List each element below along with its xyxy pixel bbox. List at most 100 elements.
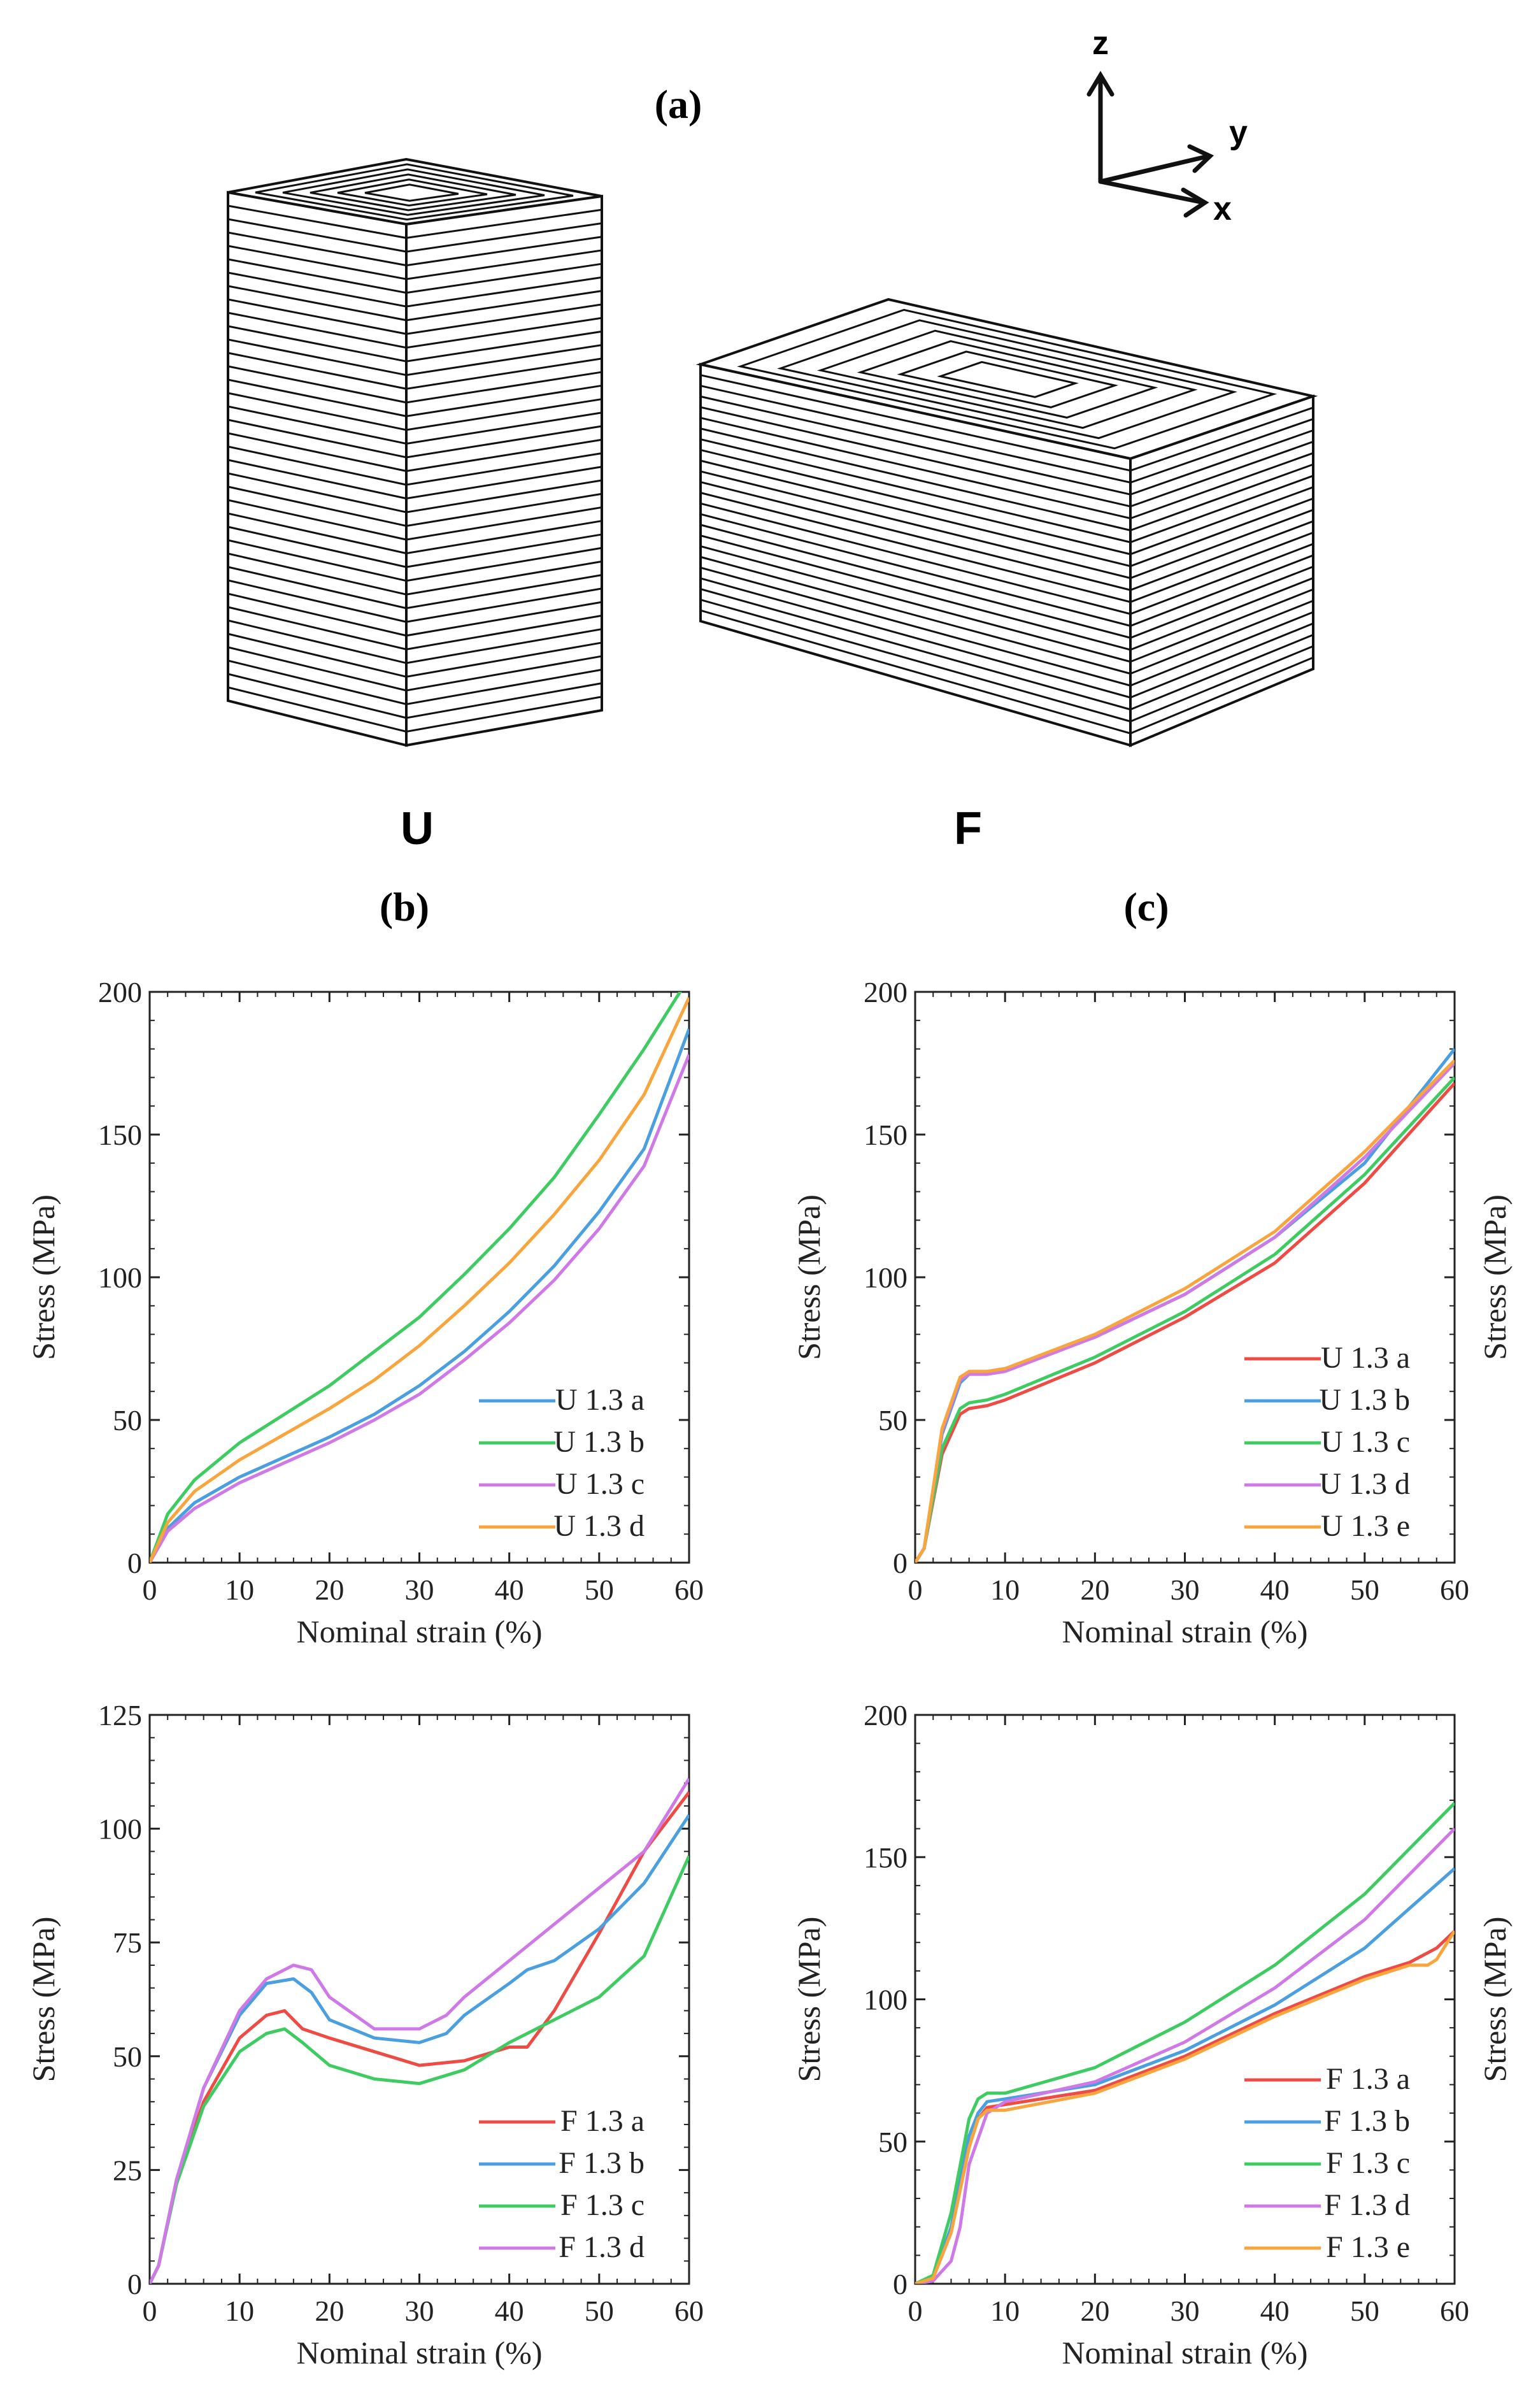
x-tick-label: 40: [1260, 1573, 1290, 1606]
axes-triad: [1086, 71, 1214, 218]
block-layer-line: [700, 555, 1314, 675]
block-layer-line: [227, 459, 602, 500]
legend-label: U 1.3 d: [553, 1509, 644, 1543]
block-layer-line: [227, 526, 602, 568]
x-tick-label: 20: [1080, 2295, 1109, 2327]
panel-label-c: (c): [1123, 884, 1169, 929]
legend-label: F 1.3 e: [1326, 2230, 1410, 2264]
block-top-ring: [897, 350, 1119, 408]
x-tick-label: 0: [143, 1573, 157, 1606]
block-layer-line: [700, 470, 1314, 580]
x-axis-label: Nominal strain (%): [1062, 1614, 1307, 1649]
axis-label-y: y: [1229, 114, 1248, 151]
block-right-face: [1129, 394, 1314, 748]
block-top-ring: [255, 163, 574, 221]
chart-c-top: 0 10 20 30 40 50 60 0 50 100 150 200 Nominal strain …: [791, 976, 1513, 1649]
series-line-2: [915, 1867, 1455, 2284]
block-layer-line: [700, 609, 1314, 735]
x-tick-label: 60: [674, 1573, 704, 1606]
block-layer-line: [227, 566, 602, 610]
legend-label: F 1.3 c: [1326, 2146, 1410, 2180]
block-layer-line: [700, 448, 1314, 555]
block-layer-line: [227, 512, 602, 555]
block-layer-line: [227, 312, 602, 349]
block-top-ring: [857, 340, 1158, 419]
y-tick-label: 50: [113, 1404, 142, 1437]
block-layer-line: [700, 598, 1314, 723]
y-axis-label: Stress (MPa): [791, 1194, 827, 1360]
block-layer-line: [227, 245, 602, 280]
block-layer-line: [227, 592, 602, 637]
block-layer-line: [700, 588, 1314, 711]
x-tick-label: 40: [495, 1573, 524, 1606]
block-layer-line: [700, 566, 1314, 687]
legend-label: F 1.3 b: [559, 2146, 644, 2180]
y-tick-label: 50: [878, 2126, 908, 2158]
x-axis-label: Nominal strain (%): [296, 1614, 542, 1649]
block-top-ring: [364, 183, 459, 202]
block-layer-line: [700, 524, 1314, 639]
y-tick-label: 150: [864, 1841, 908, 1874]
block-layer-line: [700, 417, 1314, 520]
legend-label: U 1.3 e: [1321, 1509, 1410, 1543]
legend-label: F 1.3 a: [560, 2104, 644, 2138]
block-layer-line: [227, 686, 602, 733]
sample-block-u: [227, 157, 603, 747]
block-layer-line: [227, 646, 602, 692]
y-tick-label: 150: [864, 1119, 908, 1151]
legend-label: F 1.3 d: [559, 2230, 644, 2264]
x-tick-label: 20: [1080, 1573, 1109, 1606]
block-layer-line: [227, 419, 602, 459]
y-tick-label: 50: [878, 1404, 908, 1437]
x-tick-label: 10: [990, 2295, 1020, 2327]
y-tick-label: 25: [113, 2154, 142, 2186]
block-layer-line: [227, 218, 602, 253]
block-layer-line: [700, 481, 1314, 591]
x-tick-label: 30: [1171, 1573, 1200, 1606]
x-tick-label: 0: [908, 2295, 923, 2327]
y-tick-label: 100: [98, 1813, 142, 1845]
block-layer-line: [227, 445, 602, 486]
block-layer-line: [227, 392, 602, 431]
y-tick-label: 100: [864, 1261, 908, 1294]
y-tick-label: 75: [113, 1926, 142, 1959]
sample-label-f: F: [954, 803, 982, 854]
block-layer-line: [227, 298, 602, 335]
legend-label: F 1.3 c: [560, 2188, 644, 2222]
y-tick-label: 200: [864, 1699, 908, 1731]
x-tick-label: 60: [1440, 1573, 1469, 1606]
block-layer-line: [227, 365, 602, 404]
block-layer-line: [700, 492, 1314, 603]
block-layer-line: [700, 513, 1314, 627]
block-layer-line: [227, 432, 602, 472]
block-layer-line: [227, 352, 602, 390]
y-tick-label: 200: [98, 976, 142, 1008]
block-layer-line: [227, 485, 602, 527]
block-top-ring: [282, 168, 545, 216]
series-line-4: [150, 996, 689, 1563]
panel-label-b: (b): [380, 884, 429, 929]
x-tick-label: 40: [495, 2295, 524, 2327]
block-top-ring: [737, 308, 1278, 450]
x-tick-label: 30: [1171, 2295, 1200, 2327]
x-tick-label: 40: [1260, 2295, 1290, 2327]
block-layer-line: [227, 673, 602, 719]
legend-label: U 1.3 a: [555, 1383, 644, 1417]
x-tick-label: 0: [143, 2295, 157, 2327]
block-layer-line: [227, 633, 602, 678]
y-tick-label: 0: [893, 1547, 908, 1579]
x-tick-label: 10: [225, 2295, 254, 2327]
y-tick-label: 125: [98, 1699, 142, 1731]
y-tick-label: 0: [127, 1547, 142, 1579]
block-layer-line: [227, 258, 602, 294]
x-tick-label: 50: [585, 2295, 614, 2327]
legend-label: F 1.3 d: [1324, 2188, 1410, 2222]
block-top-ring: [337, 178, 488, 207]
y-tick-label: 0: [127, 2268, 142, 2300]
block-layer-line: [227, 659, 602, 705]
y-axis-side-label: Stress (MPa): [1477, 1194, 1513, 1360]
series-line-1: [150, 1028, 689, 1563]
series-line-3: [150, 1054, 689, 1563]
y-tick-label: 100: [98, 1261, 142, 1294]
